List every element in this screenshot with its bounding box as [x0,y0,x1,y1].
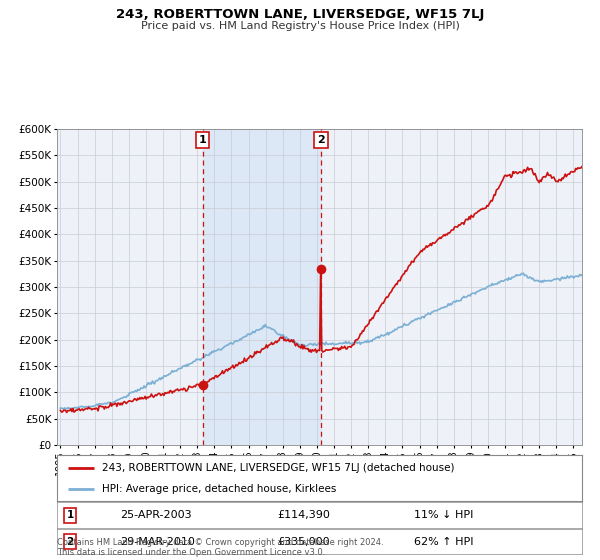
Bar [203,129,321,445]
Text: Contains HM Land Registry data © Crown copyright and database right 2024.
This d: Contains HM Land Registry data © Crown c… [57,538,383,557]
Text: 62% ↑ HPI: 62% ↑ HPI [414,536,473,547]
Text: 243, ROBERTTOWN LANE, LIVERSEDGE, WF15 7LJ: 243, ROBERTTOWN LANE, LIVERSEDGE, WF15 7… [116,8,484,21]
Text: 11% ↓ HPI: 11% ↓ HPI [414,510,473,520]
Text: 1: 1 [199,135,206,145]
Text: 1: 1 [67,510,74,520]
Text: £114,390: £114,390 [277,510,331,520]
Text: 243, ROBERTTOWN LANE, LIVERSEDGE, WF15 7LJ (detached house): 243, ROBERTTOWN LANE, LIVERSEDGE, WF15 7… [101,463,454,473]
Text: 2: 2 [317,135,325,145]
Text: 25-APR-2003: 25-APR-2003 [120,510,191,520]
Text: Price paid vs. HM Land Registry's House Price Index (HPI): Price paid vs. HM Land Registry's House … [140,21,460,31]
Text: HPI: Average price, detached house, Kirklees: HPI: Average price, detached house, Kirk… [101,484,336,494]
Text: 29-MAR-2010: 29-MAR-2010 [120,536,195,547]
Text: £335,000: £335,000 [277,536,330,547]
Text: 2: 2 [67,536,74,547]
